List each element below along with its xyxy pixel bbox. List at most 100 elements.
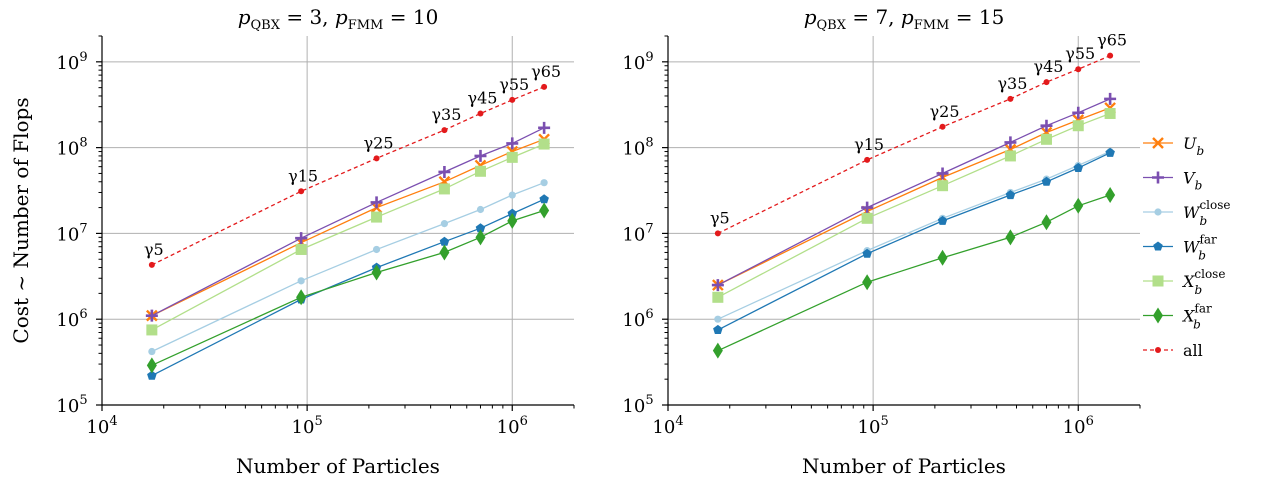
data-point (370, 196, 383, 209)
x-tick-label: 106 (1063, 414, 1094, 438)
point-label: γ25 (930, 102, 960, 121)
data-point (438, 165, 451, 178)
data-point (509, 96, 516, 103)
x-axis-label: Number of Particles (802, 454, 1006, 478)
data-point (711, 279, 724, 292)
data-point (1104, 107, 1116, 119)
y-tick-label: 109 (622, 50, 653, 74)
point-label: γ35 (997, 74, 1027, 93)
legend-label: Xfar b (1181, 302, 1212, 332)
point-label: γ15 (854, 135, 884, 154)
legend-label: Wclose b (1183, 198, 1231, 228)
data-point (1040, 119, 1053, 132)
data-point (1107, 52, 1114, 59)
y-tick-label: 107 (56, 221, 87, 245)
legend-item: Xclose b (1143, 267, 1225, 297)
data-point (441, 127, 448, 134)
data-point (1041, 176, 1052, 186)
point-label: γ5 (710, 208, 730, 227)
data-point (508, 191, 516, 199)
data-point (862, 274, 873, 291)
data-point (507, 212, 518, 229)
series-vb (711, 92, 1117, 292)
x-tick-label: 104 (86, 414, 117, 438)
data-point (713, 324, 723, 334)
data-point (538, 121, 551, 134)
point-label: γ55 (499, 75, 529, 94)
point-label: γ65 (531, 62, 561, 81)
data-point (714, 315, 722, 323)
data-point (476, 205, 485, 214)
legend-marker (1153, 307, 1163, 324)
series-xbfar (712, 187, 1116, 359)
series-all (148, 83, 548, 268)
data-point (862, 248, 872, 258)
data-point (937, 249, 948, 266)
data-point (1004, 150, 1016, 162)
data-point (539, 202, 550, 219)
series-xbclose (712, 107, 1116, 303)
y-tick-label: 105 (56, 393, 87, 417)
data-point (146, 357, 157, 374)
data-point (298, 188, 305, 195)
data-point (538, 138, 550, 150)
legend-marker (1155, 347, 1161, 353)
data-point (540, 179, 548, 187)
data-point (1073, 162, 1083, 172)
legend-marker (1152, 171, 1164, 184)
data-point (714, 230, 721, 237)
data-point (371, 264, 382, 281)
legend-item: Wfar b (1143, 233, 1217, 263)
x-tick-label: 105 (292, 414, 323, 438)
data-point (1073, 197, 1084, 214)
series-line (151, 138, 545, 317)
y-tick-label: 106 (622, 307, 653, 331)
data-point (861, 212, 873, 224)
series-wbclose (714, 147, 1114, 323)
data-point (712, 342, 723, 359)
data-point (373, 155, 380, 162)
data-point (937, 215, 948, 225)
data-point (1004, 136, 1017, 149)
data-point (539, 194, 549, 204)
data-point (438, 183, 450, 195)
data-point (1104, 92, 1117, 105)
legend-marker (1152, 275, 1164, 287)
data-point (1007, 95, 1014, 102)
legend-marker (1153, 241, 1163, 251)
data-point (937, 180, 949, 192)
point-label: γ25 (364, 133, 394, 152)
data-point (1105, 187, 1116, 204)
series-xbclose (146, 138, 550, 336)
legend-item: Vb (1143, 169, 1202, 193)
data-point (295, 243, 307, 255)
legend-label: all (1183, 341, 1203, 360)
data-point (1041, 214, 1052, 231)
data-point (1075, 66, 1082, 73)
series-wbclose (148, 179, 548, 356)
series-ub (146, 133, 550, 322)
y-tick-label: 107 (622, 221, 653, 245)
y-tick-label: 109 (56, 50, 87, 74)
data-point (297, 277, 305, 285)
y-tick-label: 108 (622, 136, 653, 160)
data-point (1072, 106, 1085, 119)
data-point (939, 123, 946, 130)
data-point (148, 347, 156, 356)
data-point (145, 309, 158, 322)
data-point (861, 201, 874, 214)
legend-label: Xclose b (1181, 267, 1225, 297)
series-line (151, 182, 545, 353)
data-point (936, 167, 949, 180)
data-point (1043, 79, 1050, 86)
panel-title: pQBX = 7, pFMM = 15 (804, 5, 1005, 33)
point-label: γ35 (431, 105, 461, 124)
legend: Ub Vb Wclose b Wfar b Xclose b Xfar b all (1143, 134, 1231, 360)
data-point (439, 244, 450, 261)
x-tick-label: 105 (858, 414, 889, 438)
legend-label: Ub (1183, 134, 1204, 158)
